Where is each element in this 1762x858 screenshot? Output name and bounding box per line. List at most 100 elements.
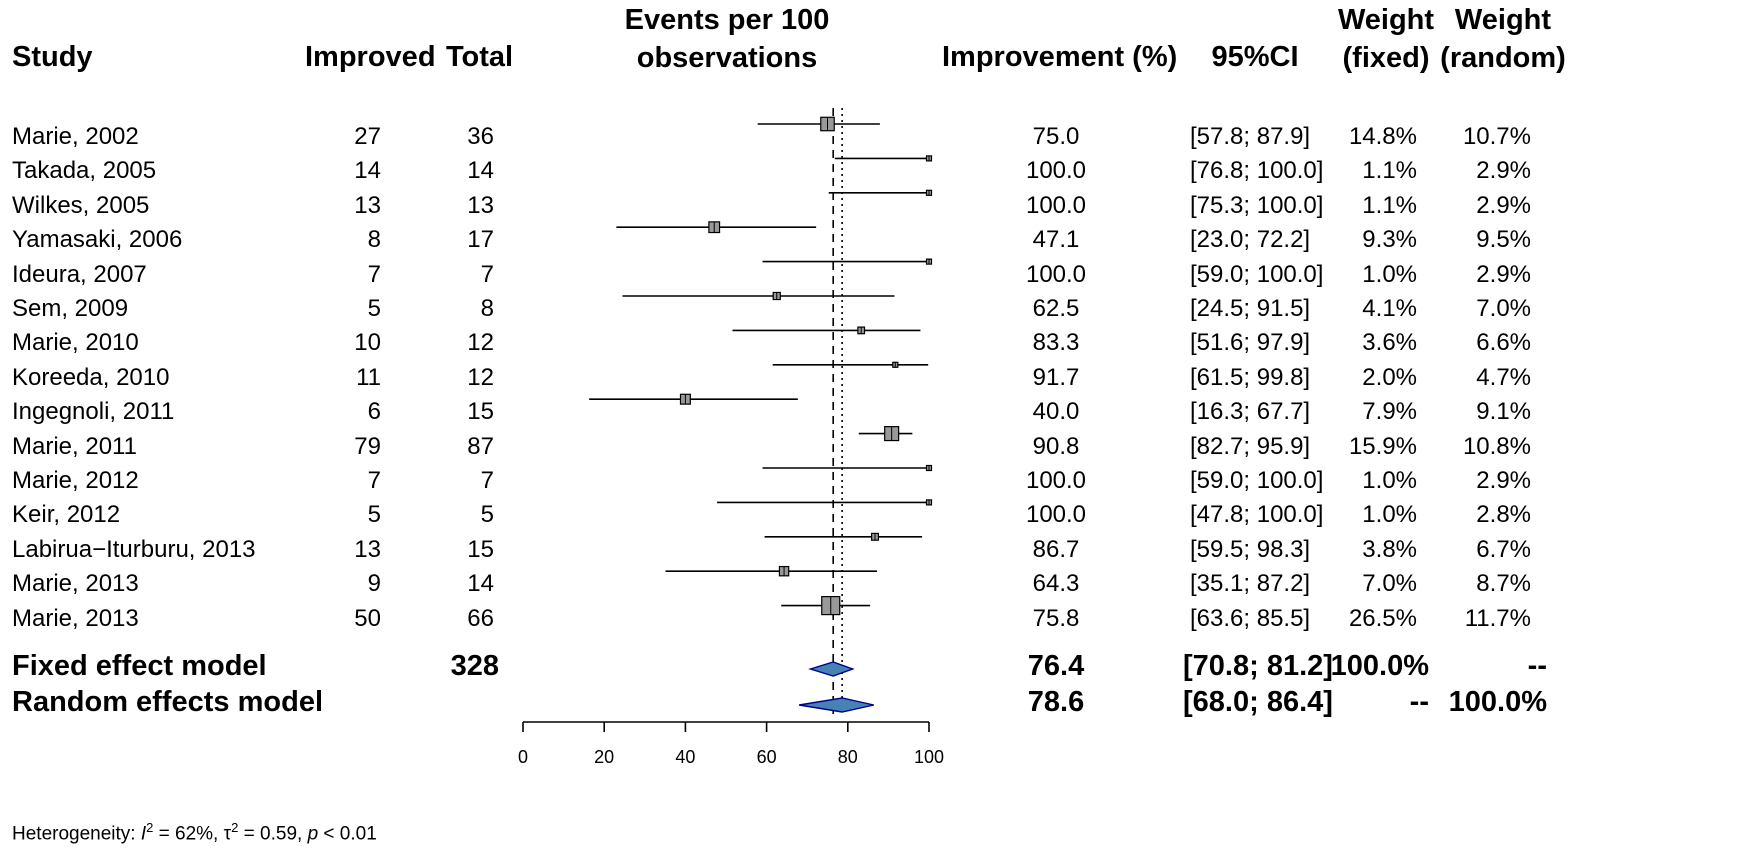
total-count: 66 — [467, 604, 494, 632]
improvement-value: 86.7 — [1032, 535, 1080, 563]
header-ci: 95%CI — [1211, 41, 1299, 73]
weight-random-value: 2.9% — [1476, 467, 1531, 494]
study-name: Marie, 2013 — [12, 604, 139, 632]
ci-value: [59.5; 98.3] — [1190, 535, 1311, 563]
header-study: Study — [12, 41, 93, 73]
improved-count: 50 — [354, 604, 381, 632]
header-events-line1: Events per 100 — [624, 4, 830, 36]
study-name: Marie, 2002 — [12, 123, 139, 150]
header-weight-fixed: Weight (fixed) — [1338, 1, 1434, 77]
improvement-value: 64.3 — [1032, 570, 1080, 598]
weight-fixed-value: 14.8% — [1348, 123, 1417, 150]
total-count: 14 — [467, 570, 494, 598]
study-name: Marie, 2013 — [12, 570, 139, 598]
improvement-value: 100.0 — [1025, 191, 1087, 219]
improvement-value: 100.0 — [1025, 501, 1087, 529]
ci-value: [61.5; 99.8] — [1190, 363, 1311, 391]
ci-value: [82.7; 95.9] — [1190, 432, 1311, 460]
improved-count: 5 — [367, 501, 381, 529]
x-tick-label: 0 — [518, 747, 528, 767]
p-value: < 0.01 — [318, 823, 377, 845]
improved-count: 13 — [354, 535, 381, 563]
summary-label: Random effects model — [12, 686, 323, 718]
total-count: 12 — [467, 329, 494, 357]
improved-count: 9 — [367, 570, 381, 598]
weight-random-value: 10.8% — [1462, 432, 1531, 460]
total-count: 15 — [467, 535, 494, 563]
improved-count: 7 — [367, 467, 381, 494]
header-events-line2: observations — [636, 42, 818, 74]
header-weight-fixed-line2: (fixed) — [1342, 42, 1430, 74]
study-name: Marie, 2011 — [12, 432, 137, 460]
fixed-effect-diamond — [808, 661, 855, 677]
ci-value: [47.8; 100.0] — [1190, 501, 1324, 529]
header-improvement: Improvement (%) — [942, 41, 1178, 73]
weight-random-value: 4.7% — [1476, 363, 1531, 391]
heterogeneity-text: Heterogeneity: I2 = 62%, τ2 = 0.59, p < … — [12, 820, 377, 845]
improvement-value: 62.5 — [1032, 295, 1080, 322]
improvement-value: 100.0 — [1025, 467, 1087, 494]
total-count: 17 — [467, 226, 494, 254]
total-count: 87 — [467, 432, 494, 460]
study-name: Marie, 2010 — [12, 329, 139, 357]
improvement-value: 100.0 — [1025, 157, 1087, 185]
improvement-value: 91.7 — [1032, 363, 1080, 391]
improvement-value: 75.8 — [1032, 604, 1080, 632]
weight-fixed-value: 1.0% — [1362, 467, 1417, 494]
weight-random-value: 2.9% — [1476, 191, 1531, 219]
study-name: Ingegnoli, 2011 — [12, 398, 175, 426]
tau2-value: = 0.59, — [238, 823, 308, 845]
header-weight-random-line2: (random) — [1440, 42, 1566, 74]
total-count: 13 — [467, 191, 494, 219]
weight-random-value: 11.7% — [1464, 604, 1531, 632]
ci-value: [23.0; 72.2] — [1190, 226, 1311, 254]
summary-weight-random: 100.0% — [1448, 686, 1547, 718]
improved-count: 13 — [354, 191, 381, 219]
improved-count: 10 — [354, 329, 381, 357]
weight-fixed-value: 1.1% — [1362, 157, 1417, 185]
study-name: Ideura, 2007 — [12, 260, 147, 288]
weight-random-value: 2.9% — [1476, 157, 1531, 185]
improvement-value: 100.0 — [1025, 260, 1087, 288]
weight-fixed-value: 9.3% — [1362, 226, 1417, 254]
ci-value: [16.3; 67.7] — [1190, 398, 1311, 426]
summary-label: Fixed effect model — [12, 650, 267, 682]
x-tick-label: 80 — [838, 747, 858, 767]
header-weight-random-line1: Weight — [1454, 4, 1552, 36]
weight-fixed-value: 7.9% — [1362, 398, 1417, 426]
summary-weight-random: -- — [1527, 650, 1547, 682]
total-count: 8 — [480, 295, 494, 322]
summary-ci: [70.8; 81.2] — [1183, 650, 1333, 682]
weight-fixed-value: 26.5% — [1348, 604, 1417, 632]
improved-count: 6 — [367, 398, 381, 426]
study-name: Wilkes, 2005 — [12, 191, 150, 219]
improvement-value: 47.1 — [1032, 226, 1080, 254]
ci-value: [51.6; 97.9] — [1190, 329, 1311, 357]
summary-ci: [68.0; 86.4] — [1183, 686, 1333, 718]
study-name: Keir, 2012 — [12, 501, 121, 529]
total-count: 15 — [467, 398, 494, 426]
summary-improvement: 76.4 — [1027, 650, 1085, 682]
weight-fixed-value: 7.0% — [1362, 570, 1417, 598]
ci-value: [24.5; 91.5] — [1190, 295, 1311, 322]
weight-fixed-value: 1.0% — [1362, 260, 1417, 288]
improved-count: 5 — [367, 295, 381, 322]
header-total: Total — [446, 41, 514, 73]
ci-value: [59.0; 100.0] — [1190, 260, 1324, 288]
weight-fixed-value: 3.8% — [1362, 535, 1417, 563]
weight-random-value: 9.1% — [1476, 398, 1531, 426]
summary-improvement: 78.6 — [1027, 686, 1085, 718]
weight-fixed-value: 15.9% — [1348, 432, 1417, 460]
study-name: Labirua−Iturburu, 2013 — [12, 535, 256, 563]
summary-total: 328 — [450, 650, 499, 682]
improvement-value: 75.0 — [1032, 123, 1080, 150]
random-effects-diamond — [798, 697, 874, 713]
improved-count: 7 — [367, 260, 381, 288]
weight-random-value: 2.8% — [1476, 501, 1531, 529]
study-name: Sem, 2009 — [12, 295, 129, 322]
p-symbol: p — [307, 823, 319, 845]
weight-fixed-value: 1.0% — [1362, 501, 1417, 529]
improved-count: 27 — [354, 123, 381, 150]
header-weight-random: Weight (random) — [1440, 1, 1566, 77]
